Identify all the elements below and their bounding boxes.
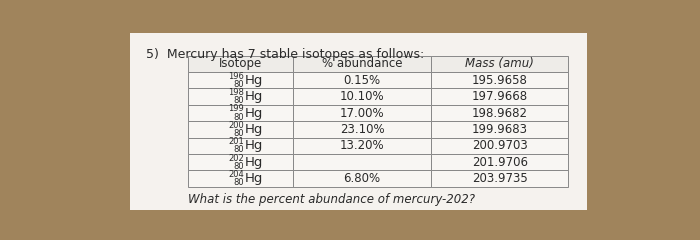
Bar [293,154,431,170]
Text: 195.9658: 195.9658 [472,74,528,87]
Bar [431,121,568,138]
Text: 202: 202 [229,154,244,162]
Text: 203.9735: 203.9735 [472,172,528,185]
Text: 80: 80 [234,129,244,138]
Text: Mass (amu): Mass (amu) [466,57,534,70]
Text: 17.00%: 17.00% [340,107,384,120]
Text: 196: 196 [228,72,244,81]
Bar [188,56,293,72]
Bar [431,138,568,154]
Text: 23.10%: 23.10% [340,123,384,136]
Bar [293,56,431,72]
Text: 200: 200 [229,121,244,130]
Bar [431,170,568,187]
Bar [188,170,293,187]
Text: 200.9703: 200.9703 [472,139,528,152]
Bar [293,72,431,89]
Text: Hg: Hg [245,74,263,87]
Text: 80: 80 [234,113,244,122]
Text: 80: 80 [234,178,244,187]
Text: 204: 204 [229,170,244,179]
Text: 5)  Mercury has 7 stable isotopes as follows:: 5) Mercury has 7 stable isotopes as foll… [146,48,424,61]
Text: 198: 198 [228,88,244,97]
Text: 80: 80 [234,162,244,171]
FancyBboxPatch shape [130,33,587,210]
Bar [188,138,293,154]
Text: Isotope: Isotope [219,57,262,70]
Text: Hg: Hg [245,90,263,103]
Text: 201: 201 [229,137,244,146]
Bar [188,154,293,170]
Bar [431,154,568,170]
Bar [293,138,431,154]
Bar [293,170,431,187]
Text: 199: 199 [229,104,244,114]
Bar [431,89,568,105]
Text: 199.9683: 199.9683 [472,123,528,136]
Text: 10.10%: 10.10% [340,90,384,103]
Text: 197.9668: 197.9668 [472,90,528,103]
Text: Hg: Hg [245,156,263,169]
Text: Hg: Hg [245,139,263,152]
Text: 80: 80 [234,96,244,105]
Text: 80: 80 [234,80,244,89]
Text: 201.9706: 201.9706 [472,156,528,169]
Bar [431,105,568,121]
Text: 198.9682: 198.9682 [472,107,528,120]
Text: % abundance: % abundance [322,57,402,70]
Bar [293,105,431,121]
Bar [293,121,431,138]
Text: 80: 80 [234,145,244,154]
Text: 6.80%: 6.80% [344,172,381,185]
Text: Hg: Hg [245,172,263,185]
Text: 0.15%: 0.15% [344,74,381,87]
Text: Hg: Hg [245,107,263,120]
Text: What is the percent abundance of mercury-202?: What is the percent abundance of mercury… [188,193,475,206]
Bar [188,89,293,105]
Bar [188,121,293,138]
Bar [293,89,431,105]
Bar [431,72,568,89]
Bar [431,56,568,72]
Text: Hg: Hg [245,123,263,136]
Text: 13.20%: 13.20% [340,139,384,152]
Bar [188,105,293,121]
Bar [188,72,293,89]
